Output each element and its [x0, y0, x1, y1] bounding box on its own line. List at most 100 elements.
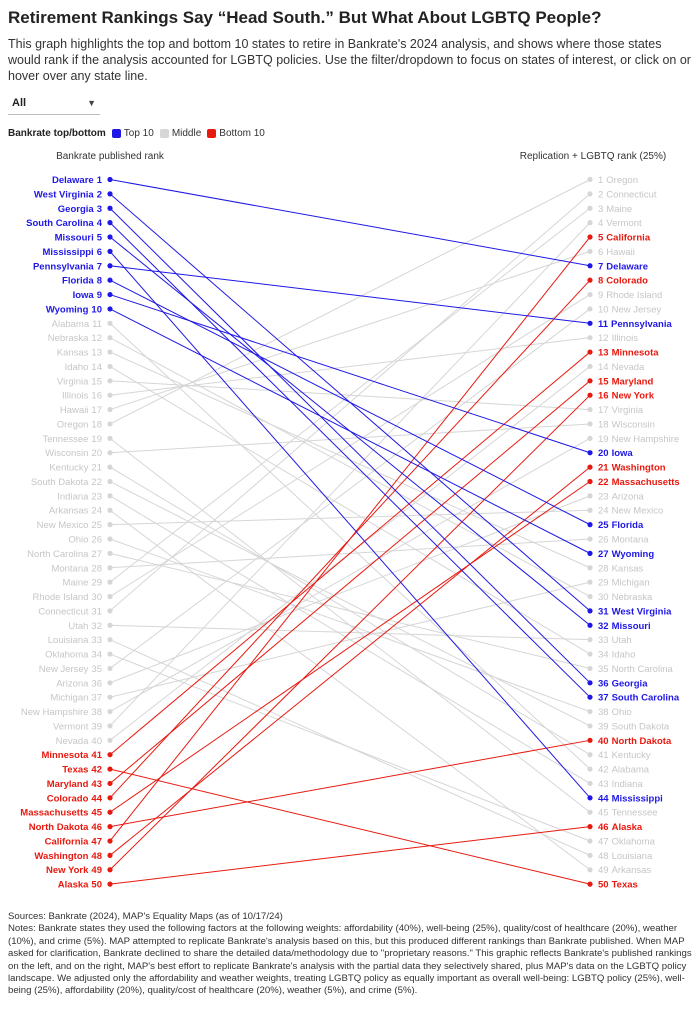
left-point-wyoming[interactable] — [107, 306, 113, 312]
slope-line-alabama[interactable] — [109, 322, 591, 770]
right-point-mississippi[interactable] — [587, 795, 593, 801]
right-point-pennsylvania[interactable] — [587, 320, 593, 326]
left-label-nebraska[interactable]: Nebraska 12 — [48, 333, 102, 344]
right-point-west-virginia[interactable] — [587, 608, 593, 614]
left-label-california[interactable]: California 47 — [45, 836, 102, 847]
right-point-florida[interactable] — [587, 522, 593, 528]
left-label-arkansas[interactable]: Arkansas 24 — [49, 506, 102, 517]
right-point-south-dakota[interactable] — [587, 723, 593, 729]
right-point-alabama[interactable] — [587, 766, 593, 772]
left-label-tennessee[interactable]: Tennessee 19 — [42, 434, 102, 445]
right-label-alabama[interactable]: 42 Alabama — [598, 765, 650, 776]
slope-line-wyoming[interactable] — [109, 308, 591, 554]
left-point-new-york[interactable] — [107, 867, 113, 873]
left-point-new-mexico[interactable] — [107, 522, 113, 528]
right-label-tennessee[interactable]: 45 Tennessee — [598, 808, 658, 819]
slope-line-delaware[interactable] — [109, 179, 591, 267]
right-label-utah[interactable]: 33 Utah — [598, 635, 632, 646]
right-label-south-dakota[interactable]: 39 South Dakota — [598, 721, 670, 732]
left-label-south-carolina[interactable]: South Carolina 4 — [26, 218, 103, 229]
right-label-wisconsin[interactable]: 18 Wisconsin — [598, 419, 655, 430]
right-point-iowa[interactable] — [587, 450, 593, 456]
state-filter-dropdown[interactable]: All ▼ — [8, 94, 100, 115]
right-point-idaho[interactable] — [587, 651, 593, 657]
right-point-maine[interactable] — [587, 205, 593, 211]
slope-line-maryland[interactable] — [109, 380, 591, 784]
right-label-pennsylvania[interactable]: 11 Pennsylvania — [598, 319, 672, 330]
slope-line-nebraska[interactable] — [109, 337, 591, 597]
left-label-rhode-island[interactable]: Rhode Island 30 — [32, 592, 102, 603]
right-point-maryland[interactable] — [587, 378, 593, 384]
left-label-arizona[interactable]: Arizona 36 — [56, 678, 102, 689]
left-label-virginia[interactable]: Virginia 15 — [57, 376, 102, 387]
left-label-louisiana[interactable]: Louisiana 33 — [48, 635, 102, 646]
right-point-minnesota[interactable] — [587, 349, 593, 355]
left-point-iowa[interactable] — [107, 291, 113, 298]
right-label-oregon[interactable]: 1 Oregon — [598, 175, 638, 186]
left-point-rhode-island[interactable] — [107, 593, 113, 600]
slope-line-oregon[interactable] — [109, 179, 591, 425]
right-label-indiana[interactable]: 43 Indiana — [598, 779, 643, 790]
right-label-iowa[interactable]: 20 Iowa — [598, 448, 633, 459]
right-point-delaware[interactable] — [587, 263, 593, 269]
right-label-ohio[interactable]: 38 Ohio — [598, 707, 632, 718]
left-point-nebraska[interactable] — [107, 335, 113, 341]
right-label-alaska[interactable]: 46 Alaska — [598, 822, 643, 833]
left-point-oklahoma[interactable] — [107, 651, 113, 657]
left-point-wisconsin[interactable] — [107, 450, 113, 456]
right-label-south-carolina[interactable]: 37 South Carolina — [598, 693, 680, 704]
right-label-minnesota[interactable]: 13 Minnesota — [598, 348, 659, 359]
right-label-kentucky[interactable]: 41 Kentucky — [598, 750, 651, 761]
left-point-vermont[interactable] — [107, 723, 113, 729]
right-label-west-virginia[interactable]: 31 West Virginia — [598, 606, 672, 617]
right-point-wisconsin[interactable] — [587, 421, 593, 427]
left-label-new-york[interactable]: New York 49 — [46, 865, 102, 876]
left-label-new-jersey[interactable]: New Jersey 35 — [39, 664, 102, 675]
slope-line-south-carolina[interactable] — [109, 222, 591, 698]
left-point-indiana[interactable] — [107, 493, 113, 499]
left-point-new-hampshire[interactable] — [107, 708, 113, 715]
slope-line-iowa[interactable] — [109, 294, 591, 454]
left-label-hawaii[interactable]: Hawaii 17 — [60, 405, 102, 416]
left-point-massachusetts[interactable] — [107, 809, 113, 815]
right-point-oklahoma[interactable] — [587, 838, 593, 844]
slope-line-new-hampshire[interactable] — [109, 437, 591, 712]
slope-line-texas[interactable] — [109, 768, 591, 885]
left-point-virginia[interactable] — [107, 378, 113, 384]
left-label-alabama[interactable]: Alabama 11 — [52, 319, 102, 330]
slope-line-new-york[interactable] — [109, 394, 591, 871]
left-label-minnesota[interactable]: Minnesota 41 — [41, 750, 102, 761]
left-label-kentucky[interactable]: Kentucky 21 — [49, 463, 102, 474]
left-label-florida[interactable]: Florida 8 — [62, 276, 102, 287]
left-label-indiana[interactable]: Indiana 23 — [57, 491, 102, 502]
left-point-arizona[interactable] — [107, 680, 113, 686]
left-point-texas[interactable] — [107, 766, 113, 772]
right-point-north-dakota[interactable] — [587, 737, 593, 743]
slope-line-michigan[interactable] — [109, 581, 591, 698]
right-point-colorado[interactable] — [587, 277, 593, 283]
right-label-missouri[interactable]: 32 Missouri — [598, 621, 651, 632]
right-label-nebraska[interactable]: 30 Nebraska — [598, 592, 653, 603]
left-point-pennsylvania[interactable] — [107, 263, 113, 269]
slope-line-south-dakota[interactable] — [109, 481, 591, 727]
left-label-west-virginia[interactable]: West Virginia 2 — [34, 189, 102, 200]
slope-line-vermont[interactable] — [109, 222, 591, 727]
slope-line-minnesota[interactable] — [109, 351, 591, 756]
slope-line-wisconsin[interactable] — [109, 423, 591, 454]
right-label-wyoming[interactable]: 27 Wyoming — [598, 549, 654, 560]
left-label-oregon[interactable]: Oregon 18 — [57, 419, 102, 430]
right-label-maine[interactable]: 3 Maine — [598, 204, 632, 215]
slope-line-florida[interactable] — [109, 279, 591, 526]
left-point-california[interactable] — [107, 838, 113, 844]
left-point-idaho[interactable] — [107, 363, 113, 370]
left-label-new-mexico[interactable]: New Mexico 25 — [37, 520, 102, 531]
left-point-ohio[interactable] — [107, 536, 113, 542]
left-point-alaska[interactable] — [107, 881, 113, 887]
left-point-alabama[interactable] — [107, 320, 113, 326]
right-label-mississippi[interactable]: 44 Mississippi — [598, 793, 663, 804]
left-point-minnesota[interactable] — [107, 752, 113, 758]
left-label-maine[interactable]: Maine 29 — [63, 578, 102, 589]
right-label-montana[interactable]: 26 Montana — [598, 535, 649, 546]
slope-line-pennsylvania[interactable] — [109, 265, 591, 324]
left-point-washington[interactable] — [107, 852, 113, 858]
